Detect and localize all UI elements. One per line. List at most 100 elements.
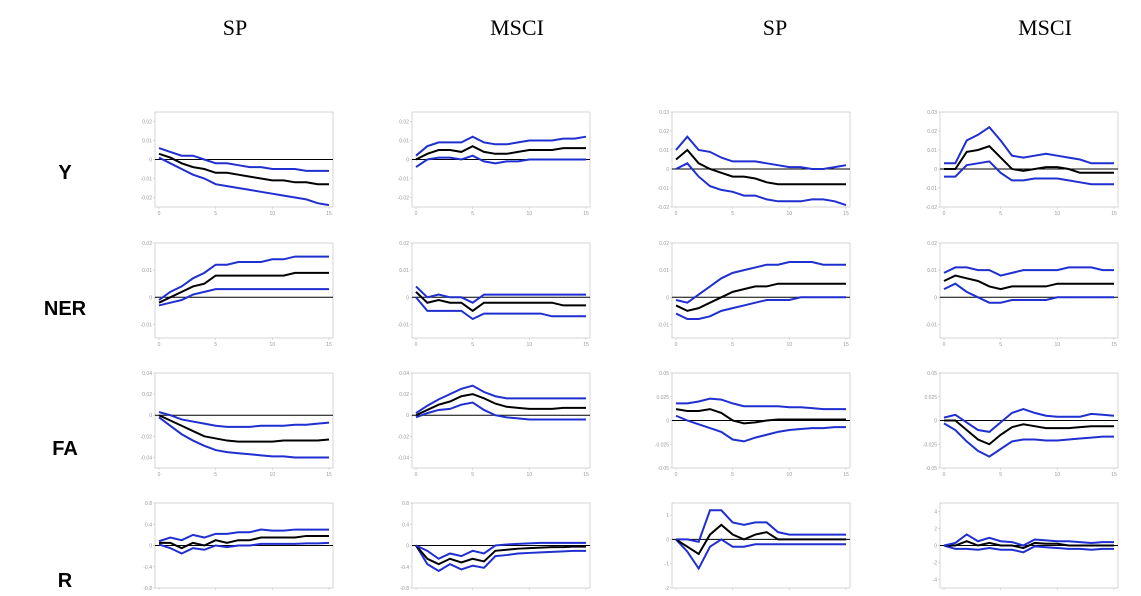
x-tick-label: 0 [943,211,946,217]
irf-line [158,414,330,443]
y-tick-label: -1 [665,562,670,568]
x-tick-label: 0 [675,472,678,478]
x-tick-label: 5 [731,211,734,217]
y-tick-label: -0.02 [141,434,153,440]
irf-line [944,160,1114,186]
y-tick-label: 0.02 [927,241,937,247]
x-tick-label: 10 [527,472,533,478]
irf-line [158,411,330,428]
irf-line [943,266,1114,277]
y-tick-label: 0.05 [659,371,669,377]
y-tick-label: 0.4 [145,522,152,528]
plot-frame [671,111,851,208]
irf-line [158,416,329,459]
y-tick-label: 2 [934,527,937,533]
y-tick-label: 0.01 [142,268,152,274]
irf-line [675,296,846,320]
x-tick-label: 10 [270,472,276,478]
irf-line [158,528,329,543]
x-tick-label: 0 [415,342,418,348]
y-tick-label: -0.8 [400,586,409,592]
x-tick-label: 15 [1111,342,1117,348]
y-tick-label: 1 [666,513,669,519]
x-tick-label: 5 [471,472,474,478]
x-tick-label: 10 [787,472,793,478]
irf-line [415,154,586,168]
x-tick-label: 5 [731,472,734,478]
y-tick-label: -0.01 [658,186,670,192]
x-tick-label: 5 [214,211,217,217]
x-tick-label: 0 [675,211,678,217]
x-tick-label: 0 [158,472,161,478]
irf-line [415,296,586,321]
y-tick-label: -0.025 [923,442,937,448]
irf-line [415,285,586,304]
y-tick-label: 0.01 [142,139,152,145]
y-tick-label: 0.04 [142,371,152,377]
y-tick-label: -2 [665,586,670,592]
irf-line [944,125,1114,165]
y-tick-label: 0.02 [399,120,409,126]
y-tick-label: -0.02 [141,196,153,202]
x-tick-label: 15 [843,211,849,217]
row-label: Y [58,162,72,184]
y-tick-label: 0 [149,413,152,419]
y-tick-label: 0 [934,167,937,173]
irf-line [675,162,847,207]
x-tick-label: 10 [270,342,276,348]
x-tick-label: 15 [583,472,589,478]
x-tick-label: 0 [943,342,946,348]
y-tick-label: 0.02 [659,241,669,247]
y-tick-label: -0.4 [400,565,409,571]
x-tick-label: 5 [471,342,474,348]
plot-frame [939,242,1119,339]
irf-line [415,544,586,573]
y-tick-label: 0.01 [659,268,669,274]
y-tick-label: 0.01 [659,148,669,154]
x-tick-label: 15 [326,211,332,217]
irf-line [159,534,329,550]
x-tick-label: 5 [999,342,1002,348]
y-tick-label: 0.8 [402,501,409,507]
x-tick-label: 5 [999,211,1002,217]
irf-line [158,156,330,207]
irf-line [944,419,1114,446]
irf-line [943,544,1114,554]
y-tick-label: 0.01 [927,268,937,274]
irf-line [158,271,329,304]
y-tick-label: 0 [666,419,669,425]
x-tick-label: 0 [158,211,161,217]
plot-frame [671,242,851,339]
y-tick-label: 0 [406,158,409,164]
x-tick-label: 5 [471,211,474,217]
row-label: NER [44,298,87,320]
x-tick-label: 10 [527,211,533,217]
y-tick-label: 0.02 [142,392,152,398]
y-tick-label: 0 [149,158,152,164]
x-tick-label: 10 [1055,472,1061,478]
irf-line [943,274,1114,291]
x-tick-label: 0 [415,472,418,478]
y-tick-label: -0.02 [658,205,670,211]
plot-frame [411,372,591,469]
irf-line [676,509,846,544]
y-tick-label: -0.4 [143,565,152,571]
y-tick-label: -0.8 [143,586,152,592]
irf-line [675,261,846,304]
x-tick-label: 5 [214,342,217,348]
x-tick-label: 5 [214,472,217,478]
y-tick-label: -2 [933,561,938,567]
x-tick-label: 15 [1111,472,1117,478]
y-tick-label: 0 [934,419,937,425]
y-tick-label: 4 [934,510,937,516]
y-tick-label: 0.4 [402,522,409,528]
y-tick-label: 0.025 [924,395,937,401]
irf-line [158,255,329,301]
column-header: MSCI [1018,15,1072,40]
irf-line [158,288,329,307]
x-tick-label: 0 [943,472,946,478]
irf-line [158,541,330,555]
y-tick-label: -0.05 [926,466,938,472]
column-header: SP [763,15,787,40]
irf-line [415,541,586,560]
